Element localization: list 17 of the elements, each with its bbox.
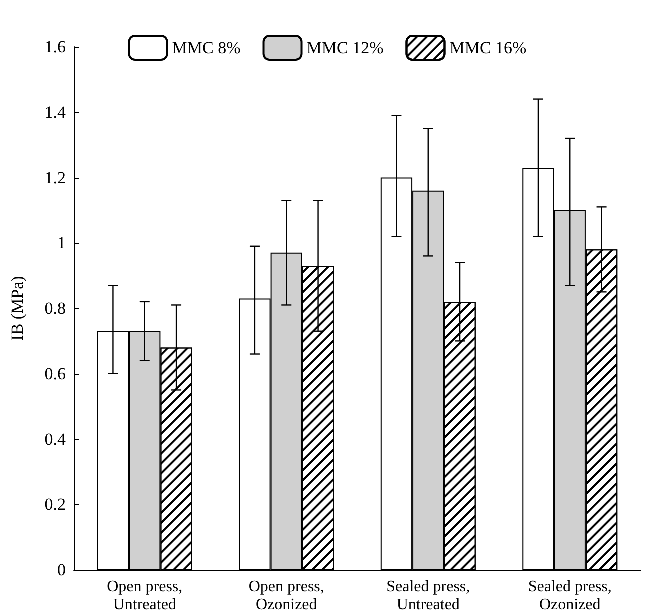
y-tick-label: 0.2	[44, 495, 66, 514]
x-tick-label: Open press, Untreated	[107, 578, 183, 614]
y-tick-label: 0	[58, 560, 66, 580]
y-tick-label: 0.8	[44, 299, 66, 318]
y-tick-label: 0.6	[44, 364, 66, 384]
legend-label: MMC 12%	[306, 38, 384, 58]
y-tick-label: 1	[58, 234, 66, 253]
y-axis-title: IB (MPa)	[8, 276, 27, 341]
y-tick-label: 1.6	[44, 38, 66, 56]
x-tick-label: Sealed press, Untreated	[386, 578, 470, 614]
y-tick-label: 1.2	[44, 168, 66, 188]
y-tick-label: 0.4	[44, 430, 66, 449]
y-tick-label: 1.4	[44, 102, 66, 122]
legend-label: MMC 8%	[172, 38, 241, 58]
x-tick-label: Open press, Ozonized	[248, 578, 324, 614]
x-tick-label: Sealed press, Ozonized	[528, 578, 612, 614]
legend-label: MMC 16%	[450, 38, 527, 58]
